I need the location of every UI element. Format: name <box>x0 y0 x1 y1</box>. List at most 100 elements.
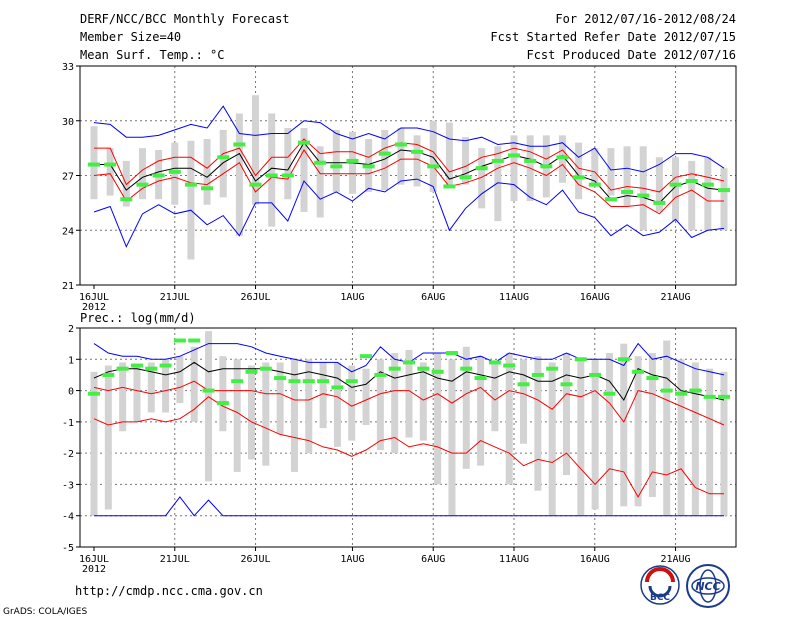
spread-upper-line <box>94 138 725 193</box>
median-marker <box>560 382 573 387</box>
x-tick-label: 11AUG <box>499 292 529 303</box>
ensemble-box <box>720 371 728 516</box>
median-marker <box>524 158 537 163</box>
median-marker <box>703 394 716 399</box>
ensemble-box <box>620 343 628 507</box>
envelope-max-line <box>93 105 725 173</box>
median-marker <box>360 354 373 359</box>
median-marker <box>265 173 278 178</box>
median-marker <box>718 394 730 399</box>
ensemble-box <box>133 365 141 422</box>
x-tick-label: 11AUG <box>499 554 529 565</box>
ensemble-box <box>219 356 227 432</box>
source-url[interactable]: http://cmdp.ncc.cma.gov.cn <box>75 584 263 598</box>
ensemble-box <box>419 362 427 441</box>
ensemble-box <box>462 137 470 185</box>
median-marker <box>317 379 330 384</box>
x-year-label: 2012 <box>82 302 106 313</box>
ensemble-box <box>448 359 456 516</box>
ensemble-box <box>677 359 685 516</box>
forecast-period: For 2012/07/16-2012/08/24 <box>555 12 736 26</box>
median-marker <box>233 142 246 147</box>
ensemble-box <box>575 142 583 200</box>
median-marker <box>669 182 682 187</box>
median-marker <box>475 166 488 171</box>
forecast-produced: Fcst Produced Date 2012/07/16 <box>526 48 736 62</box>
median-marker <box>685 178 698 183</box>
ensemble-mean-line <box>94 141 725 204</box>
ensemble-box <box>494 146 502 222</box>
precipitation-panel: -5 -4 -3 -2 -1 0 1 2 16JUL 21JUL 26JUL 1AUG 6AUG 11AU… <box>62 324 737 575</box>
ensemble-box <box>284 128 292 200</box>
y-tick-label: 0 <box>68 387 74 398</box>
y-tick-label: -1 <box>62 418 74 429</box>
ensemble-box <box>491 362 499 432</box>
ensemble-box <box>720 168 728 231</box>
ensemble-box <box>252 95 260 205</box>
ensemble-box <box>704 157 712 231</box>
ncc-logo: NCC <box>686 564 730 608</box>
ensemble-box <box>106 148 114 196</box>
ensemble-box <box>176 356 184 404</box>
median-marker <box>245 369 258 374</box>
ensemble-box <box>655 157 663 212</box>
envelope-min-line <box>94 496 724 517</box>
x-tick-label: 1AUG <box>340 554 364 565</box>
ensemble-box <box>520 359 528 444</box>
member-size: Member Size=40 <box>80 30 181 44</box>
median-marker <box>136 182 149 187</box>
median-marker <box>394 142 407 147</box>
y-tick-label: -3 <box>62 480 74 491</box>
ensemble-box <box>607 148 615 196</box>
median-marker <box>216 401 229 406</box>
median-marker <box>411 149 424 154</box>
median-marker <box>589 372 602 377</box>
ensemble-box <box>505 353 513 485</box>
ensemble-box <box>591 148 599 187</box>
median-marker <box>231 379 244 384</box>
median-marker <box>362 164 375 169</box>
median-marker <box>217 155 230 160</box>
ensemble-box <box>591 359 599 510</box>
ensemble-box <box>462 346 470 469</box>
ensemble-box <box>333 362 341 447</box>
x-tick-label: 21JUL <box>160 292 190 303</box>
median-marker <box>298 140 310 145</box>
median-marker <box>88 162 100 167</box>
median-marker <box>572 175 585 180</box>
ensemble-box <box>381 129 389 191</box>
ensemble-box <box>510 135 518 202</box>
ensemble-box <box>190 346 198 422</box>
ensemble-box <box>672 157 680 222</box>
ensemble-box <box>290 359 298 472</box>
median-marker <box>145 366 158 371</box>
median-marker <box>345 379 358 384</box>
y-tick-label: 21 <box>62 281 74 292</box>
ensemble-box <box>147 362 155 413</box>
median-marker <box>427 164 440 169</box>
median-marker <box>508 153 520 158</box>
x-tick-label: 21AUG <box>660 292 690 303</box>
ensemble-box <box>332 129 340 192</box>
median-marker <box>104 162 117 167</box>
x-tick-label: 16JUL <box>79 292 109 303</box>
ensemble-box <box>276 362 284 435</box>
temperature-panel: 21 24 27 30 33 16JUL 21JUL 26JUL 1AUG 6AUG 11AUG 16… <box>62 62 737 313</box>
y-tick-label: -5 <box>62 543 74 554</box>
ensemble-box <box>397 128 405 185</box>
ensemble-mean-line <box>93 361 725 401</box>
ensemble-box <box>405 349 413 438</box>
median-marker <box>116 366 129 371</box>
variable-label: Mean Surf. Temp.: °C <box>80 48 225 62</box>
median-marker <box>417 366 430 371</box>
y-tick-label: 2 <box>68 324 74 335</box>
median-marker <box>603 391 616 396</box>
grads-credit: GrADS: COLA/IGES <box>3 607 87 617</box>
ensemble-box <box>478 148 486 209</box>
median-marker <box>120 197 133 202</box>
ensemble-box <box>362 368 370 425</box>
median-marker <box>588 182 601 187</box>
y-tick-label: 33 <box>62 62 74 73</box>
ensemble-box <box>445 122 453 189</box>
